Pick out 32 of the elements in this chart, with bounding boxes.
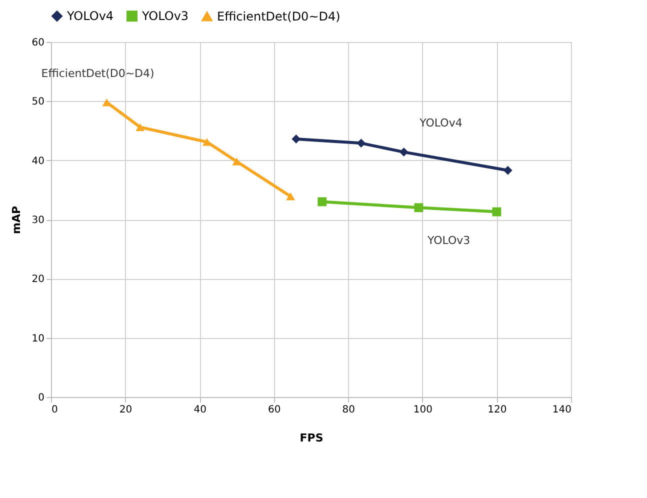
x-tick-label: 0 bbox=[52, 404, 58, 416]
annotation: YOLOv3 bbox=[426, 234, 470, 247]
point bbox=[286, 192, 296, 200]
legend-label: YOLOv3 bbox=[141, 9, 189, 24]
y-tick-label: 20 bbox=[32, 274, 44, 286]
x-tick-label: 60 bbox=[268, 404, 281, 416]
x-tick-label: 40 bbox=[194, 404, 206, 416]
x-tick-label: 80 bbox=[342, 404, 356, 416]
point bbox=[136, 123, 145, 132]
x-tick-label: 140 bbox=[552, 404, 572, 416]
legend-label: YOLOv4 bbox=[66, 9, 114, 24]
x-axis-title: FPS bbox=[300, 432, 324, 444]
annotation: EfficientDet(D0~D4) bbox=[41, 66, 154, 80]
annotation: YOLOv4 bbox=[418, 116, 462, 130]
x-tick-label: 20 bbox=[119, 404, 132, 416]
point bbox=[318, 197, 327, 206]
point bbox=[503, 166, 512, 175]
x-tick-label: 120 bbox=[488, 404, 507, 416]
y-axis-title: mAP bbox=[10, 206, 23, 234]
point bbox=[492, 207, 502, 216]
point bbox=[356, 138, 366, 148]
x-tick-label: 100 bbox=[413, 404, 432, 416]
point bbox=[202, 138, 212, 146]
y-tick-label: 10 bbox=[32, 333, 44, 344]
point bbox=[414, 203, 424, 212]
y-tick-label: 40 bbox=[32, 156, 44, 167]
legend-label: EfficientDet(D0~D4) bbox=[217, 9, 340, 24]
y-tick-label: 0 bbox=[38, 392, 44, 404]
point bbox=[399, 148, 408, 157]
y-tick-label: 30 bbox=[32, 215, 44, 226]
y-tick-label: 50 bbox=[32, 96, 44, 108]
y-tick-label: 60 bbox=[32, 38, 44, 48]
